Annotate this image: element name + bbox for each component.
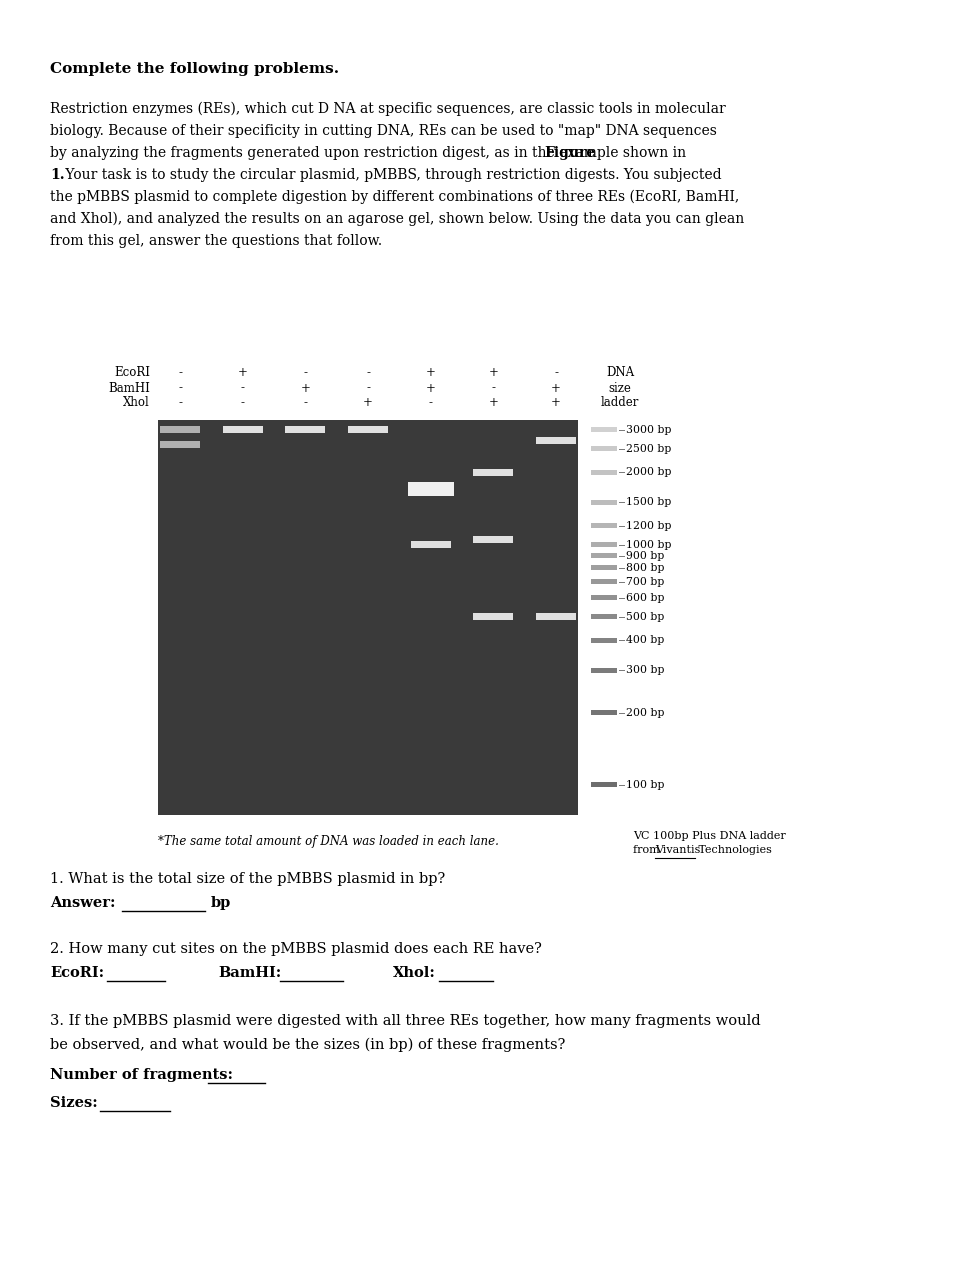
Text: DNA: DNA — [606, 367, 634, 380]
Text: *The same total amount of DNA was loaded in each lane.: *The same total amount of DNA was loaded… — [158, 834, 499, 848]
Bar — [591, 523, 617, 528]
Text: Answer:: Answer: — [50, 897, 116, 911]
Text: +: + — [551, 396, 561, 409]
Text: 700 bp: 700 bp — [626, 577, 664, 587]
Bar — [160, 442, 200, 448]
Bar — [473, 536, 514, 544]
Text: Technologies: Technologies — [695, 845, 772, 855]
Text: 400 bp: 400 bp — [626, 635, 664, 645]
Bar — [591, 542, 617, 547]
Bar — [591, 782, 617, 787]
Bar — [591, 470, 617, 475]
Text: BamHI: BamHI — [108, 381, 150, 395]
Text: -: - — [554, 367, 558, 380]
Bar — [591, 668, 617, 673]
Text: 300 bp: 300 bp — [626, 665, 664, 676]
Text: from this gel, answer the questions that follow.: from this gel, answer the questions that… — [50, 234, 382, 248]
Bar — [222, 427, 263, 433]
Text: 200 bp: 200 bp — [626, 707, 664, 718]
Text: -: - — [304, 367, 308, 380]
Text: size: size — [609, 381, 631, 395]
Bar — [591, 428, 617, 433]
Text: 1.: 1. — [50, 168, 65, 182]
Text: -: - — [241, 381, 245, 395]
Text: 1000 bp: 1000 bp — [626, 540, 671, 550]
Text: Sizes:: Sizes: — [50, 1096, 98, 1110]
Text: Number of fragments:: Number of fragments: — [50, 1068, 233, 1082]
Bar — [536, 437, 576, 444]
Text: Your task is to study the circular plasmid, pMBBS, through restriction digests. : Your task is to study the circular plasm… — [61, 168, 721, 182]
Text: -: - — [491, 381, 495, 395]
Text: 900 bp: 900 bp — [626, 551, 664, 560]
Bar — [408, 483, 454, 497]
Text: biology. Because of their specificity in cutting DNA, REs can be used to "map" D: biology. Because of their specificity in… — [50, 124, 717, 138]
Text: +: + — [363, 396, 373, 409]
Bar — [591, 638, 617, 643]
Text: 2500 bp: 2500 bp — [626, 444, 671, 453]
Bar — [591, 554, 617, 558]
Text: 500 bp: 500 bp — [626, 612, 664, 622]
Bar — [591, 710, 617, 715]
Text: 1500 bp: 1500 bp — [626, 498, 671, 507]
Text: 1. What is the total size of the pMBBS plasmid in bp?: 1. What is the total size of the pMBBS p… — [50, 872, 445, 886]
Bar — [411, 541, 451, 549]
Bar — [591, 447, 617, 451]
Bar — [536, 613, 576, 621]
Text: BamHI:: BamHI: — [218, 966, 281, 980]
Bar — [591, 615, 617, 620]
Text: Xhol: Xhol — [123, 396, 150, 409]
Text: 3000 bp: 3000 bp — [626, 425, 671, 434]
Text: 600 bp: 600 bp — [626, 593, 664, 603]
Bar — [160, 427, 200, 433]
Text: +: + — [425, 367, 435, 380]
Text: -: - — [428, 396, 432, 409]
Text: Figure: Figure — [544, 146, 595, 160]
Text: 2000 bp: 2000 bp — [626, 467, 671, 478]
Text: and Xhol), and analyzed the results on an agarose gel, shown below. Using the da: and Xhol), and analyzed the results on a… — [50, 212, 744, 226]
Text: Vivantis: Vivantis — [655, 845, 701, 855]
Text: 3. If the pMBBS plasmid were digested with all three REs together, how many frag: 3. If the pMBBS plasmid were digested wi… — [50, 1013, 760, 1027]
Bar — [158, 420, 578, 815]
Text: 1200 bp: 1200 bp — [626, 521, 671, 531]
Text: +: + — [301, 381, 311, 395]
Text: -: - — [366, 381, 370, 395]
Text: Restriction enzymes (REs), which cut D NA at specific sequences, are classic too: Restriction enzymes (REs), which cut D N… — [50, 102, 726, 117]
Text: from: from — [633, 845, 663, 855]
Text: +: + — [238, 367, 248, 380]
Text: +: + — [551, 381, 561, 395]
Text: 100 bp: 100 bp — [626, 780, 664, 790]
Bar — [591, 565, 617, 570]
Text: EcoRI: EcoRI — [114, 367, 150, 380]
Text: Complete the following problems.: Complete the following problems. — [50, 62, 339, 76]
Bar — [591, 596, 617, 601]
Text: VC 100bp Plus DNA ladder: VC 100bp Plus DNA ladder — [633, 831, 786, 841]
Text: -: - — [304, 396, 308, 409]
Bar — [473, 613, 514, 621]
Text: EcoRI:: EcoRI: — [50, 966, 104, 980]
Text: -: - — [241, 396, 245, 409]
Text: -: - — [178, 381, 182, 395]
Text: 800 bp: 800 bp — [626, 563, 664, 573]
Bar — [473, 469, 514, 476]
Text: -: - — [366, 367, 370, 380]
Bar — [348, 427, 388, 433]
Bar — [285, 427, 325, 433]
Text: 2. How many cut sites on the pMBBS plasmid does each RE have?: 2. How many cut sites on the pMBBS plasm… — [50, 942, 542, 956]
Text: the pMBBS plasmid to complete digestion by different combinations of three REs (: the pMBBS plasmid to complete digestion … — [50, 190, 739, 204]
Text: +: + — [425, 381, 435, 395]
Text: -: - — [178, 396, 182, 409]
Text: by analyzing the fragments generated upon restriction digest, as in the example : by analyzing the fragments generated upo… — [50, 146, 691, 160]
Bar — [591, 579, 617, 584]
Text: +: + — [488, 367, 498, 380]
Bar — [591, 500, 617, 504]
Text: Xhol:: Xhol: — [393, 966, 436, 980]
Text: +: + — [488, 396, 498, 409]
Text: be observed, and what would be the sizes (in bp) of these fragments?: be observed, and what would be the sizes… — [50, 1038, 565, 1053]
Text: ladder: ladder — [601, 396, 639, 409]
Text: bp: bp — [211, 897, 231, 911]
Text: -: - — [178, 367, 182, 380]
